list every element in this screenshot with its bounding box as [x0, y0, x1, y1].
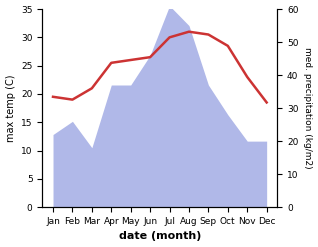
X-axis label: date (month): date (month) [119, 231, 201, 242]
Y-axis label: med. precipitation (kg/m2): med. precipitation (kg/m2) [303, 47, 313, 169]
Y-axis label: max temp (C): max temp (C) [5, 74, 16, 142]
